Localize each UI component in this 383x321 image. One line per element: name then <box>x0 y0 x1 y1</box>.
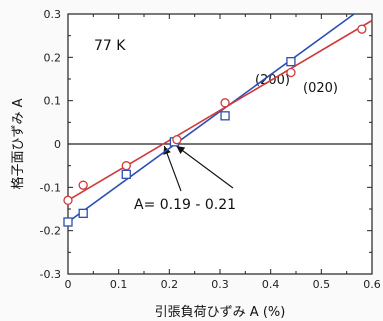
series-200-point-5 <box>286 57 296 67</box>
series-020-point-0 <box>63 195 73 205</box>
series-020-point-4 <box>220 98 230 108</box>
series-label-020: (020) <box>303 81 338 96</box>
crossing-arrow-left <box>163 145 182 192</box>
series-020-point-6 <box>357 24 367 34</box>
series-layer <box>63 13 373 227</box>
x-tick-label: 0.6 <box>363 278 381 291</box>
crossing-label-a: A <box>134 197 144 213</box>
series-020-point-3 <box>172 135 182 145</box>
series-020-point-2 <box>121 161 131 171</box>
series-020-point-5 <box>286 67 296 78</box>
y-axis-title-group: 格子面ひずみ A <box>10 98 26 189</box>
crossing-label-rest: = 0.19 - 0.21 <box>144 197 236 213</box>
tick-group: 0 0.1 0.2 0.3 0.4 0.5 0.6 0.3 0.2 0.1 0 -0.1 -0.2 -0.… <box>40 8 381 291</box>
x-tick-label: 0.2 <box>161 278 179 291</box>
y-tick-label: 0.1 <box>44 95 62 108</box>
series-200-point-2 <box>121 169 131 179</box>
series-200-point-1 <box>78 208 88 218</box>
crossing-arrowhead-right <box>176 146 186 154</box>
x-axis-title: 引張負荷ひずみ A (%) <box>155 305 286 320</box>
y-tick-label: -0.1 <box>40 181 61 194</box>
y-tick-label: 0 <box>54 138 61 151</box>
series-020-fit-line <box>67 19 373 202</box>
crossing-arrow-right <box>176 145 234 189</box>
x-tick-label: 0.5 <box>313 278 331 291</box>
series-200-point-4 <box>220 111 230 121</box>
crossing-label: A= 0.19 - 0.21 <box>134 197 236 213</box>
y-tick-label: -0.3 <box>40 268 61 281</box>
series-020-point-1 <box>78 180 88 190</box>
x-tick-label: 0.1 <box>110 278 128 291</box>
series-200-fit-line <box>67 13 355 223</box>
y-tick-label: -0.2 <box>40 225 61 238</box>
temperature-annotation: 77 K <box>94 38 126 54</box>
y-tick-label: 0.2 <box>44 51 62 64</box>
x-tick-label: 0.3 <box>211 278 229 291</box>
x-tick-label: 0 <box>65 278 72 291</box>
series-200-point-0 <box>63 217 73 227</box>
y-tick-label: 0.3 <box>44 8 62 21</box>
x-tick-label: 0.4 <box>262 278 280 291</box>
y-axis-title: 格子面ひずみ A <box>10 98 26 189</box>
